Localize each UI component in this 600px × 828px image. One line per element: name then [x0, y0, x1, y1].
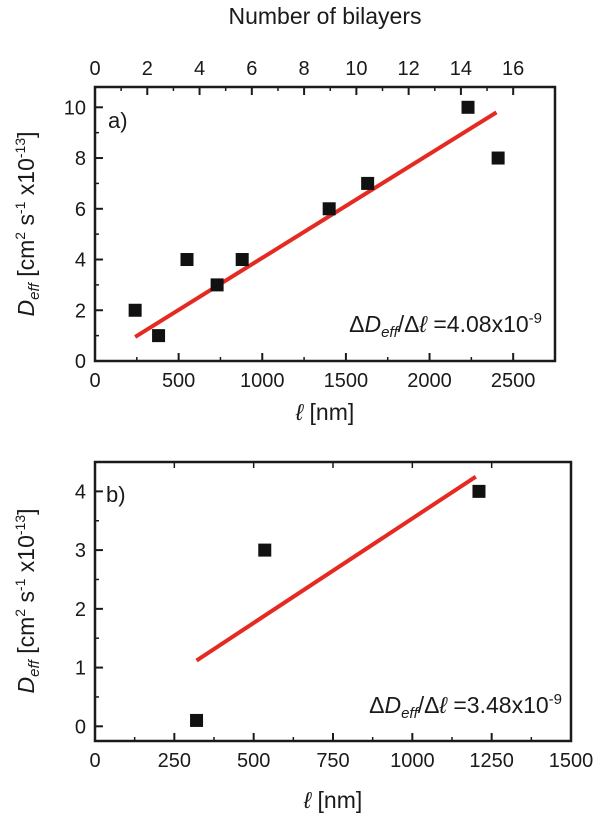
data-point — [322, 202, 336, 216]
y-axis-title-b: Deff [cm2 s-1 x10-13] — [12, 508, 43, 693]
y-tick-label: 0 — [75, 351, 86, 373]
x-tick-label: 1000 — [390, 750, 435, 772]
x-tick-label: 1250 — [469, 750, 514, 772]
slope-annotation-b: ΔDeff/Δℓ =3.48x10-9 — [369, 691, 562, 722]
data-point — [472, 484, 486, 498]
x-axis-title-a: ℓ [nm] — [295, 399, 355, 425]
top-tick-label: 10 — [345, 58, 367, 80]
y-tick-label: 1 — [75, 658, 86, 680]
data-point — [461, 100, 475, 114]
top-tick-label: 14 — [450, 58, 472, 80]
y-tick-label: 4 — [75, 481, 86, 503]
x-tick-label: 250 — [158, 750, 191, 772]
x-tick-label: 2000 — [407, 370, 452, 392]
marks-b — [190, 475, 486, 727]
data-point — [258, 543, 272, 557]
y-tick-label: 2 — [75, 300, 86, 322]
y-tick-label: 3 — [75, 540, 86, 562]
top-tick-label: 2 — [142, 58, 153, 80]
y-axis-title-a: Deff [cm2 s-1 x10-13] — [12, 131, 43, 316]
x-tick-label: 1500 — [549, 750, 594, 772]
x-tick-label: 1500 — [324, 370, 369, 392]
fit-line — [134, 110, 498, 339]
y-tick-label: 6 — [75, 199, 86, 221]
x-tick-label: 500 — [162, 370, 195, 392]
data-point — [190, 713, 204, 727]
y-tick-label: 10 — [64, 97, 86, 119]
y-tick-label: 0 — [75, 716, 86, 738]
x-axis-title-b: ℓ [nm] — [303, 787, 363, 813]
x-tick-label: 0 — [89, 750, 100, 772]
data-point — [152, 329, 166, 343]
panel-label-a: a) — [108, 108, 128, 133]
x-tick-label: 0 — [89, 370, 100, 392]
slope-annotation-a: ΔDeff/Δℓ =4.08x10-9 — [349, 310, 542, 341]
data-point — [180, 253, 194, 267]
y-tick-label: 8 — [75, 148, 86, 170]
top-tick-label: 12 — [398, 58, 420, 80]
fit-line — [195, 475, 477, 663]
data-point — [491, 151, 505, 165]
top-tick-label: 6 — [246, 58, 257, 80]
y-tick-label: 2 — [75, 599, 86, 621]
plot-frame-a — [93, 85, 557, 363]
top-tick-label: 4 — [194, 58, 205, 80]
top-tick-label: 16 — [502, 58, 524, 80]
x-tick-label: 2500 — [491, 370, 536, 392]
data-point — [235, 253, 249, 267]
panel-b: 0 250 500 750 1000 1250 1500 0 1 2 3 4 b) ℓ [nm] De… — [12, 460, 593, 813]
x-tick-label: 500 — [237, 750, 270, 772]
x-tick-label: 1000 — [240, 370, 285, 392]
ticks-b: 0 250 500 750 1000 1250 1500 0 1 2 3 4 — [75, 462, 593, 772]
top-tick-label: 0 — [89, 58, 100, 80]
y-tick-label: 4 — [75, 250, 86, 272]
data-point — [210, 278, 224, 292]
data-point — [128, 303, 142, 317]
marks-a — [128, 100, 505, 343]
data-point — [361, 176, 375, 190]
top-axis-title: Number of bilayers — [228, 3, 421, 29]
panel-label-b: b) — [106, 482, 126, 507]
x-tick-label: 750 — [316, 750, 349, 772]
top-tick-label: 8 — [299, 58, 310, 80]
